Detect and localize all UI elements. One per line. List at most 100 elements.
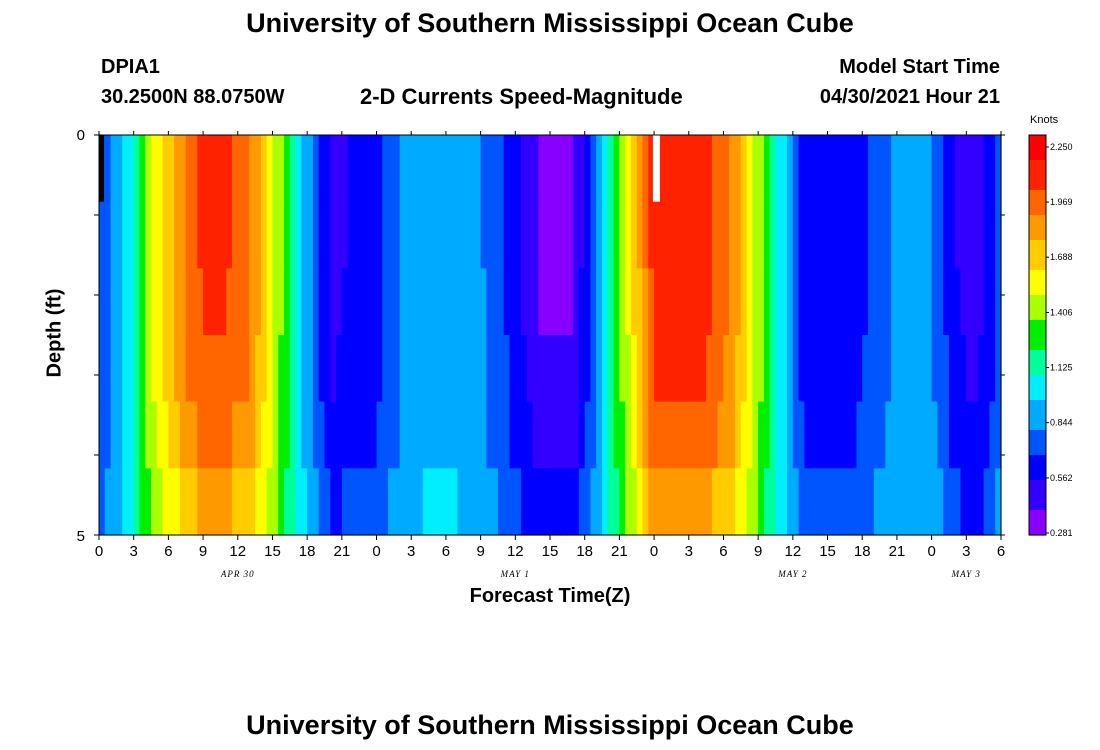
colorbar-swatch [1029,300,1046,306]
heatmap-cell [578,268,586,336]
heatmap-cell [237,335,245,403]
heatmap-cell [717,468,725,536]
heatmap-cell [573,335,580,403]
heatmap-cell [688,468,696,536]
heatmap-cell [179,401,187,469]
heatmap-cell [995,268,1002,336]
heatmap-cell [260,335,268,403]
heatmap-cell [463,135,470,203]
heatmap-cell [133,335,141,403]
heatmap-cell [156,135,164,203]
heatmap-cell [804,201,811,269]
heatmap-cell [295,401,302,469]
colorbar-units: Knots [1030,114,1059,126]
heatmap-cell [428,401,435,469]
heatmap-cell [868,335,875,403]
heatmap-cell [388,135,395,203]
heatmap-cell [156,268,164,336]
heatmap-cell [810,401,817,469]
colorbar-swatch [1029,410,1046,416]
heatmap-cell [636,401,644,469]
heatmap-cell [891,201,898,269]
heatmap-cell [706,468,713,536]
heatmap-cell [278,468,285,536]
heatmap-cell [127,268,135,336]
heatmap-cell [850,468,858,536]
heatmap-cell [110,268,117,336]
heatmap-cell [336,468,343,536]
heatmap-cell [174,268,181,336]
heatmap-cell [711,135,719,203]
heatmap-cell [179,468,187,536]
heatmap-cell [590,401,597,469]
colorbar-swatch [1029,250,1046,256]
heatmap-cell [659,268,667,336]
heatmap-cell [896,401,904,469]
heatmap-cell [289,401,297,469]
heatmap-cell [237,401,245,469]
heatmap-cell [318,135,326,203]
heatmap-cell [526,201,534,269]
heatmap-cell [590,468,597,536]
heatmap-cell [815,268,823,336]
heatmap-cell [255,268,262,336]
heatmap-cell [260,468,268,536]
heatmap-cell [833,335,840,403]
colorbar-swatch [1029,255,1046,261]
heatmap-cell [798,135,806,203]
heatmap-cell [584,135,592,203]
y-axis-label: Depth (ft) [43,288,66,378]
heatmap-cell [723,335,730,403]
heatmap-cell [787,201,794,269]
heatmap-cell [445,268,453,336]
heatmap-cell [652,135,660,202]
heatmap-cell [995,468,1002,536]
heatmap-cell [682,201,690,269]
heatmap-cell [908,135,915,203]
colorbar-swatch [1029,275,1046,281]
heatmap-cell [995,201,1002,269]
heatmap-cell [925,268,933,336]
heatmap-cell [763,268,771,336]
heatmap-cell [908,401,915,469]
heatmap-cell [445,201,453,269]
heatmap-cell [503,401,511,469]
heatmap-cell [642,268,649,336]
heatmap-cell [995,135,1002,203]
heatmap-cell [388,201,395,269]
heatmap-cell [284,335,291,403]
heatmap-cell [792,335,800,403]
heatmap-cell [833,468,840,536]
heatmap-cell [977,335,985,403]
heatmap-cell [463,468,470,536]
heatmap-cell [833,268,840,336]
heatmap-cell [168,335,175,403]
heatmap-cell [948,135,956,203]
heatmap-cell [295,268,302,336]
heatmap-cell [486,401,493,469]
heatmap-cell [301,468,308,536]
heatmap-cell [515,335,522,403]
heatmap-cell [156,468,164,536]
heatmap-cell [729,401,736,469]
heatmap-cell [174,201,181,269]
heatmap-cell [243,335,250,403]
heatmap-cell [827,268,834,336]
heatmap-cell [179,135,187,203]
heatmap-cell [821,468,829,536]
heatmap-cell [544,468,551,536]
heatmap-cell [729,201,736,269]
heatmap-cell [659,335,667,403]
x-tick-label: 3 [962,543,970,560]
heatmap-cell [902,135,910,203]
heatmap-cell [590,335,597,403]
heatmap-cell [746,268,753,336]
heatmap-cell [480,201,487,269]
heatmap-cell [879,401,886,469]
heatmap-cell [821,401,829,469]
heatmap-cell [896,468,904,536]
heatmap-cell [370,268,378,336]
heatmap-cell [960,335,967,403]
heatmap-cell [492,401,499,469]
heatmap-cell [220,401,227,469]
